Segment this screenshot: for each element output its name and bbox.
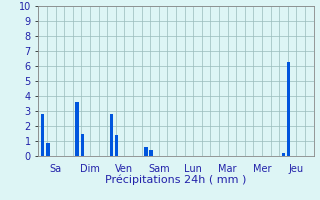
Text: Jeu: Jeu bbox=[289, 164, 304, 174]
Bar bbox=[149, 150, 153, 156]
Text: Lun: Lun bbox=[184, 164, 202, 174]
X-axis label: Précipitations 24h ( mm ): Précipitations 24h ( mm ) bbox=[105, 175, 247, 185]
Text: Ven: Ven bbox=[115, 164, 133, 174]
Bar bbox=[110, 114, 113, 156]
Text: Dim: Dim bbox=[80, 164, 100, 174]
Text: Mer: Mer bbox=[253, 164, 271, 174]
Bar bbox=[76, 102, 79, 156]
Text: Mar: Mar bbox=[218, 164, 237, 174]
Text: Sa: Sa bbox=[50, 164, 62, 174]
Bar bbox=[81, 134, 84, 156]
Bar bbox=[46, 142, 50, 156]
Text: Sam: Sam bbox=[148, 164, 170, 174]
Bar bbox=[41, 114, 44, 156]
Bar bbox=[144, 147, 148, 156]
Bar bbox=[282, 153, 285, 156]
Bar bbox=[287, 62, 290, 156]
Bar bbox=[115, 135, 118, 156]
